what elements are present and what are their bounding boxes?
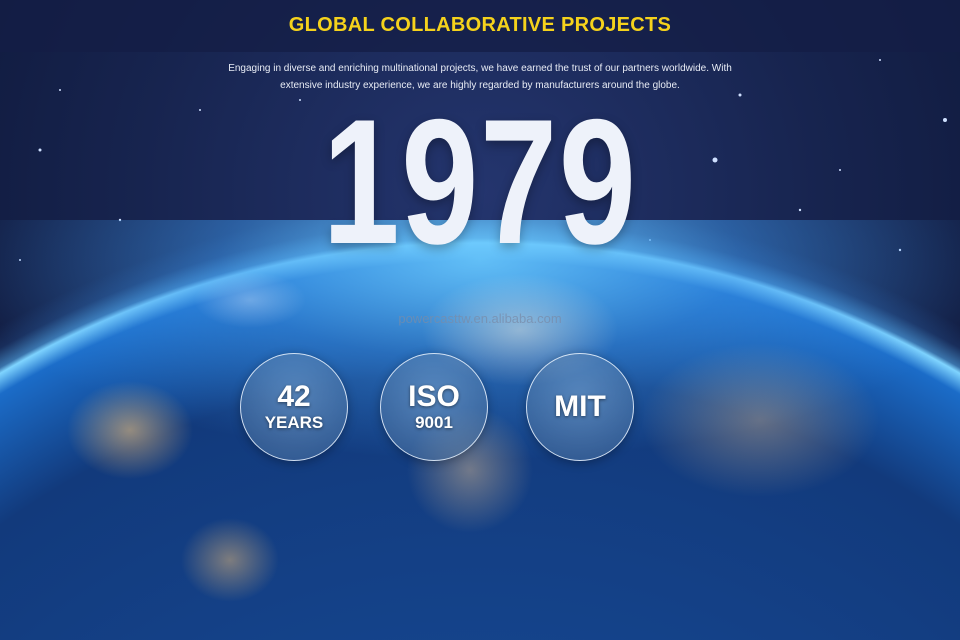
intro-line-1: Engaging in diverse and enriching multin… [228,63,732,74]
city-lights [0,240,960,640]
intro-line-2: extensive industry experience, we are hi… [280,80,680,91]
watermark: powercasttw.en.alibaba.com [398,311,562,326]
intro-text: Engaging in diverse and enriching multin… [170,60,790,94]
badge-years: 42 YEARS [240,353,348,461]
badge-iso-number: 9001 [415,413,453,432]
badge-iso: ISO 9001 [380,353,488,461]
page-title: GLOBAL COLLABORATIVE PROJECTS [288,14,672,36]
badge-mit-title: MIT [554,390,606,423]
header-bar: GLOBAL COLLABORATIVE PROJECTS [0,0,960,52]
badge-mit: MIT [526,353,634,461]
badge-years-label: YEARS [264,413,324,432]
founding-year: 1979 [322,82,638,281]
badge-iso-title: ISO [408,380,460,413]
badge-years-number: 42 [277,380,311,413]
